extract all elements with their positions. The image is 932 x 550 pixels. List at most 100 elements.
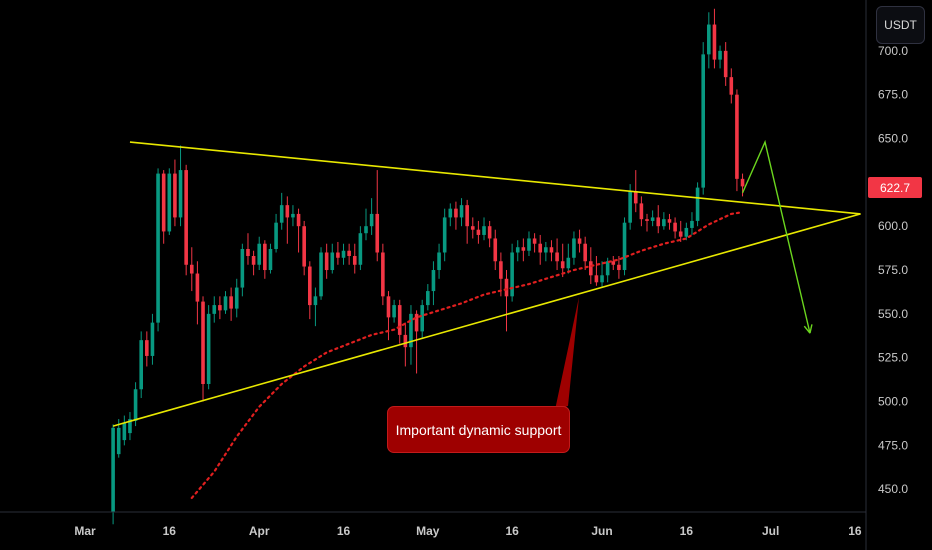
candle	[341, 243, 346, 265]
candle-body	[605, 261, 610, 276]
candle	[116, 419, 121, 458]
candle	[274, 213, 278, 253]
candle	[111, 424, 115, 525]
candle-body	[476, 229, 481, 235]
candle-body	[263, 243, 267, 271]
candle-body	[139, 340, 143, 390]
candle-body	[397, 305, 402, 335]
y-tick-label: 700.0	[878, 44, 908, 58]
candle-body	[656, 217, 661, 227]
x-tick-label: Apr	[249, 524, 270, 538]
candle	[645, 213, 649, 232]
candle-body	[296, 213, 301, 227]
candle-body	[145, 340, 149, 356]
candle	[549, 240, 554, 262]
candle-body	[285, 205, 290, 218]
candle-body	[431, 270, 436, 292]
x-tick-label: Mar	[74, 524, 96, 538]
candle-body	[313, 296, 318, 306]
candle-body	[128, 419, 132, 434]
candle	[510, 243, 514, 302]
candle	[487, 220, 492, 248]
candle	[336, 241, 340, 265]
candle-body	[454, 208, 458, 218]
candle	[313, 287, 318, 327]
candle-body	[308, 266, 312, 306]
candle	[234, 278, 239, 318]
candle-body	[386, 296, 391, 318]
candle	[319, 247, 323, 300]
candle	[251, 250, 256, 276]
candle	[678, 220, 683, 242]
y-tick-label: 650.0	[878, 132, 908, 146]
candle	[459, 198, 464, 227]
candle-body	[156, 173, 160, 323]
candle	[538, 234, 543, 265]
candle-body	[268, 248, 273, 271]
x-tick-label: Jul	[762, 524, 779, 538]
candle	[302, 220, 306, 276]
candle-body	[341, 250, 346, 258]
price-axis: 450.0475.0500.0525.0550.0575.0600.0625.0…	[878, 44, 908, 496]
candle-body	[403, 334, 408, 348]
y-tick-label: 550.0	[878, 307, 908, 321]
candle-body	[521, 247, 526, 251]
candle	[279, 192, 284, 230]
candle	[515, 240, 520, 262]
candle	[308, 261, 312, 320]
candle	[617, 256, 621, 279]
candle-body	[482, 226, 486, 235]
candle-body	[690, 220, 694, 228]
candle	[403, 322, 408, 367]
candle-body	[583, 243, 587, 262]
callout-pointer	[555, 297, 579, 410]
candle	[414, 310, 419, 374]
candle	[420, 299, 424, 339]
candle-body	[358, 233, 363, 265]
y-tick-label: 475.0	[878, 438, 908, 452]
candle-body	[336, 252, 340, 258]
candle-body	[347, 250, 351, 256]
candle-body	[662, 219, 666, 227]
candle-body	[116, 427, 121, 455]
currency-selector-button[interactable]: USDT	[876, 6, 925, 44]
candle-body	[161, 173, 166, 232]
candle	[499, 252, 503, 297]
candle-body	[735, 94, 739, 179]
candle-body	[589, 261, 593, 276]
candle	[600, 261, 604, 288]
candle-body	[229, 296, 233, 309]
candle	[347, 243, 351, 265]
candle-body	[572, 238, 576, 258]
candle-body	[437, 252, 441, 271]
candle-body	[678, 231, 683, 237]
candle	[493, 229, 498, 271]
candle-body	[549, 247, 554, 253]
candle	[437, 243, 441, 279]
candle-body	[274, 222, 278, 249]
candle	[442, 208, 447, 262]
x-tick-label: 16	[680, 524, 694, 538]
candle	[369, 198, 374, 235]
candle-body	[707, 24, 711, 55]
candle-body	[240, 248, 245, 288]
candle	[330, 243, 335, 274]
candle-body	[465, 205, 469, 227]
candle-body	[324, 252, 329, 271]
candle-body	[251, 256, 256, 265]
candle-body	[369, 213, 374, 227]
candle	[572, 231, 576, 265]
candle-body	[470, 226, 475, 230]
projection-arrow	[741, 139, 813, 334]
candle	[352, 243, 357, 274]
candle-body	[223, 296, 228, 311]
candle	[723, 42, 728, 86]
candle	[544, 241, 548, 262]
candle	[712, 8, 717, 69]
candle	[465, 199, 469, 244]
candle-body	[291, 213, 295, 218]
candle-body	[684, 227, 689, 237]
candle	[454, 201, 458, 230]
candle-body	[364, 226, 368, 234]
trendline-upper	[129, 141, 861, 215]
